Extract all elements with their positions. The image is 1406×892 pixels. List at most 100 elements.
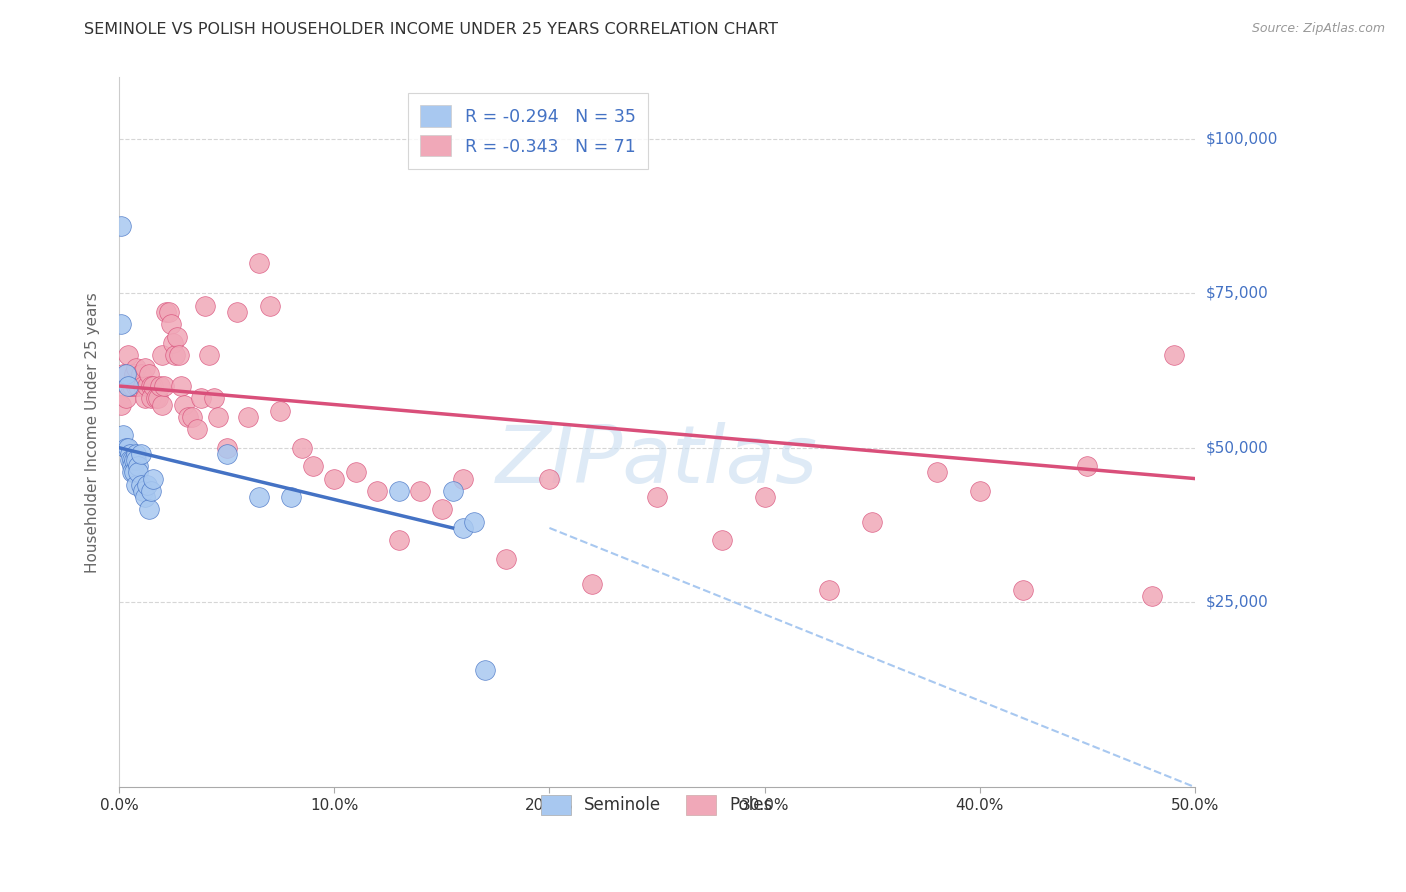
Point: [366, 483, 388, 498]
Point: [145, 392, 167, 406]
Point: [259, 299, 281, 313]
Point: [1076, 459, 1098, 474]
Point: [121, 453, 143, 467]
Point: [136, 379, 159, 393]
Point: [181, 409, 204, 424]
Point: [226, 305, 249, 319]
Point: [163, 348, 186, 362]
Text: $75,000: $75,000: [1206, 286, 1268, 301]
Point: [127, 459, 149, 474]
Point: [134, 392, 156, 406]
Legend: Seminole, Poles: Seminole, Poles: [531, 785, 783, 825]
Point: [134, 490, 156, 504]
Point: [118, 447, 141, 461]
Point: [155, 305, 177, 319]
Point: [169, 348, 191, 362]
Point: [149, 379, 172, 393]
Point: [110, 219, 132, 233]
Point: [247, 255, 270, 269]
Point: [323, 472, 346, 486]
Point: [129, 477, 152, 491]
Point: [453, 521, 475, 535]
Point: [141, 379, 163, 393]
Point: [190, 392, 212, 406]
Point: [388, 483, 411, 498]
Point: [146, 392, 169, 406]
Point: [441, 483, 464, 498]
Point: [162, 335, 184, 350]
Point: [194, 299, 217, 313]
Point: [112, 428, 135, 442]
Point: [118, 379, 141, 393]
Point: [291, 441, 314, 455]
Point: [138, 502, 160, 516]
Point: [1163, 348, 1185, 362]
Point: [121, 459, 143, 474]
Point: [150, 398, 173, 412]
Point: [129, 447, 152, 461]
Text: $100,000: $100,000: [1206, 132, 1278, 146]
Point: [157, 305, 180, 319]
Point: [198, 348, 221, 362]
Text: SEMINOLE VS POLISH HOUSEHOLDER INCOME UNDER 25 YEARS CORRELATION CHART: SEMINOLE VS POLISH HOUSEHOLDER INCOME UN…: [84, 22, 779, 37]
Point: [754, 490, 776, 504]
Point: [141, 392, 163, 406]
Point: [1140, 589, 1163, 603]
Point: [818, 582, 841, 597]
Point: [127, 466, 149, 480]
Y-axis label: Householder Income Under 25 years: Householder Income Under 25 years: [86, 292, 100, 573]
Point: [710, 533, 733, 548]
Point: [280, 490, 302, 504]
Point: [474, 663, 496, 677]
Point: [177, 409, 200, 424]
Point: [186, 422, 208, 436]
Text: Source: ZipAtlas.com: Source: ZipAtlas.com: [1251, 22, 1385, 36]
Text: $25,000: $25,000: [1206, 595, 1268, 609]
Point: [132, 379, 155, 393]
Point: [117, 348, 139, 362]
Point: [136, 477, 159, 491]
Text: ZIPatlas: ZIPatlas: [496, 422, 818, 500]
Point: [125, 447, 148, 461]
Point: [238, 409, 260, 424]
Point: [247, 490, 270, 504]
Point: [125, 379, 148, 393]
Point: [141, 483, 163, 498]
Point: [153, 379, 176, 393]
Point: [117, 379, 139, 393]
Point: [538, 472, 561, 486]
Point: [301, 459, 323, 474]
Point: [125, 453, 148, 467]
Point: [969, 483, 991, 498]
Point: [409, 483, 432, 498]
Point: [463, 515, 485, 529]
Point: [142, 472, 165, 486]
Point: [150, 348, 173, 362]
Text: $50,000: $50,000: [1206, 441, 1268, 455]
Point: [112, 367, 135, 381]
Point: [269, 403, 291, 417]
Point: [166, 329, 188, 343]
Point: [202, 392, 225, 406]
Point: [1012, 582, 1035, 597]
Point: [138, 367, 160, 381]
Point: [134, 360, 156, 375]
Point: [117, 441, 139, 455]
Point: [215, 441, 238, 455]
Point: [127, 379, 149, 393]
Point: [207, 409, 229, 424]
Point: [925, 466, 948, 480]
Point: [860, 515, 883, 529]
Point: [118, 453, 141, 467]
Point: [344, 466, 367, 480]
Point: [110, 398, 132, 412]
Point: [581, 576, 603, 591]
Point: [125, 360, 148, 375]
Point: [159, 318, 181, 332]
Point: [495, 551, 517, 566]
Point: [122, 466, 145, 480]
Point: [114, 367, 136, 381]
Point: [215, 447, 238, 461]
Point: [142, 379, 165, 393]
Point: [121, 379, 143, 393]
